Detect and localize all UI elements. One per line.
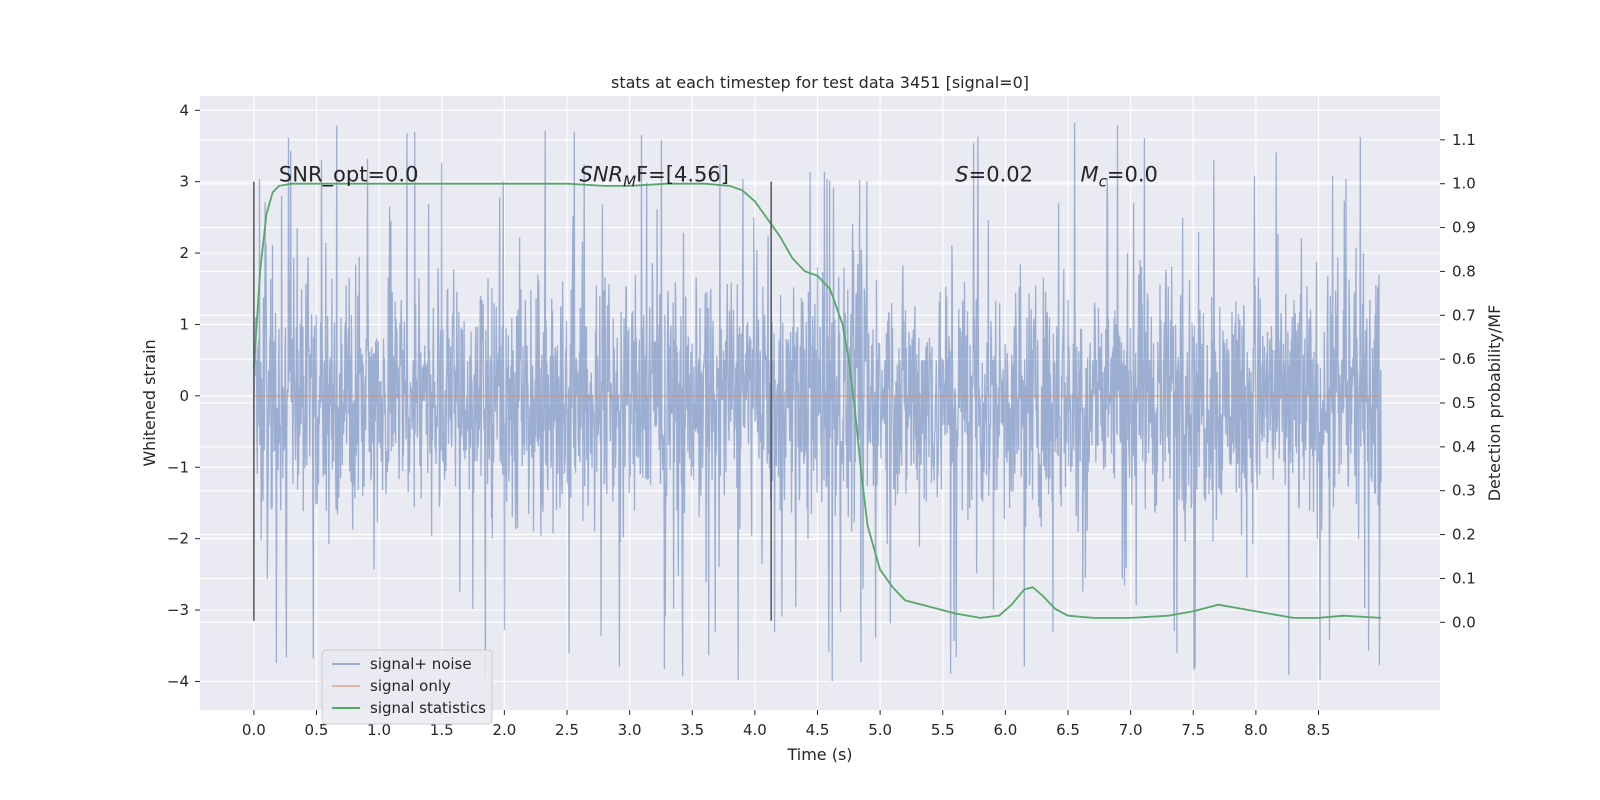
y-right-tick-label: 1.1 — [1452, 131, 1476, 149]
x-tick-label: 5.0 — [868, 721, 892, 739]
x-tick-label: 0.0 — [242, 721, 266, 739]
y-tick-label: 1 — [179, 315, 189, 333]
annotations: SNR_opt=0.0 SNRMF=[4.56] S=0.02 Mc=0.0 — [279, 163, 1158, 191]
x-axis-label: Time (s) — [786, 745, 852, 764]
legend-label: signal statistics — [370, 699, 486, 717]
x-tick-label: 7.0 — [1119, 721, 1143, 739]
y-tick-label: −4 — [167, 672, 189, 690]
y-right-tick-label: 0.1 — [1452, 569, 1476, 587]
annotation-text: Mc=0.0 — [1081, 163, 1158, 191]
legend-label: signal+ noise — [370, 655, 472, 673]
annotation-value: =0.02 — [969, 163, 1033, 187]
chart-title: stats at each timestep for test data 345… — [611, 73, 1029, 92]
annotation-symbol: S — [955, 163, 968, 187]
annotation-symbol: SNR — [580, 163, 624, 187]
y-right-tick-label: 0.8 — [1452, 262, 1476, 280]
x-tick-label: 5.5 — [931, 721, 955, 739]
y-right-tick-label: 0.0 — [1452, 613, 1476, 631]
y-right-axis-label: Detection probability/MF — [1485, 305, 1504, 502]
y-right-tick-label: 0.9 — [1452, 219, 1476, 237]
legend-box — [321, 649, 493, 725]
y-tick-label: −1 — [167, 458, 189, 476]
annotation-subscript: c — [1099, 173, 1108, 191]
x-tick-label: 3.5 — [680, 721, 704, 739]
y-tick-label: 4 — [179, 101, 189, 119]
line-series — [253, 182, 1382, 619]
x-tick-label: 8.0 — [1244, 721, 1268, 739]
y-right-tick-label: 0.5 — [1452, 394, 1476, 412]
x-tick-label: 8.5 — [1307, 721, 1331, 739]
y-tick-label: −2 — [167, 530, 189, 548]
y-tick-label: 0 — [179, 387, 189, 405]
x-tick-label: 4.0 — [743, 721, 767, 739]
annotation-value: F=[4.56] — [636, 163, 729, 187]
y-right-tick-label: 0.2 — [1452, 526, 1476, 544]
x-tick-label: 3.0 — [618, 721, 642, 739]
y-tick-label: 2 — [179, 244, 189, 262]
x-tick-label: 1.5 — [430, 721, 454, 739]
y-tick-label: 3 — [179, 173, 189, 191]
signal-plus-noise-series — [253, 122, 1382, 682]
legend-label: signal only — [370, 677, 451, 695]
noise-trace — [253, 122, 1382, 682]
annotation-symbol: M — [1081, 163, 1099, 187]
signal-statistics-line — [253, 182, 1382, 619]
x-tick-label: 2.0 — [492, 721, 516, 739]
y-right-tick-label: 0.7 — [1452, 306, 1476, 324]
y-axis-label: Whitened strain — [140, 339, 159, 466]
x-tick-label: 4.5 — [806, 721, 830, 739]
x-tick-label: 6.0 — [993, 721, 1017, 739]
vertical-markers — [253, 181, 772, 621]
x-tick-label: 0.5 — [305, 721, 329, 739]
y-right-tick-label: 0.6 — [1452, 350, 1476, 368]
annotation-text: S=0.02 — [955, 163, 1033, 187]
x-tick-label: 6.5 — [1056, 721, 1080, 739]
x-tick-label: 2.5 — [555, 721, 579, 739]
annotation-value: =0.0 — [1107, 163, 1158, 187]
y-tick-label: −3 — [167, 601, 189, 619]
ticks: 0.0 0.5 1.0 1.5 2.0 2.5 3.0 3.5 4.0 4.5 5.0 5.5 6.0 6… — [167, 101, 1476, 739]
y-right-tick-label: 0.3 — [1452, 482, 1476, 500]
y-right-tick-label: 1.0 — [1452, 175, 1476, 193]
annotation-text: SNRMF=[4.56] — [580, 163, 729, 191]
annotation-subscript: M — [623, 173, 636, 191]
y-right-tick-label: 0.4 — [1452, 438, 1476, 456]
x-tick-label: 1.0 — [367, 721, 391, 739]
legend: signal+ noise signal only signal statistic… — [321, 649, 493, 725]
annotation-text: SNR_opt=0.0 — [279, 163, 419, 188]
x-tick-label: 7.5 — [1181, 721, 1205, 739]
